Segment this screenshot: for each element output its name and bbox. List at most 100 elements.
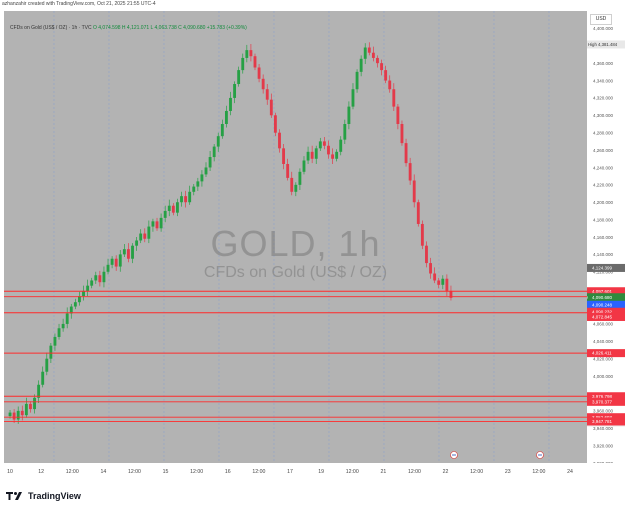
price-tick-label: 4,280.000 — [593, 130, 614, 135]
price-tick-label: 4,060.000 — [593, 322, 614, 327]
candle-body — [94, 275, 98, 281]
price-tick-label: 4,260.000 — [593, 148, 614, 153]
level-label-value: 3,952.693 — [592, 415, 613, 420]
candle-body — [151, 221, 155, 227]
price-label-box — [587, 40, 625, 49]
candle-body — [265, 89, 269, 100]
price-tick-label: 3,900.000 — [593, 461, 614, 463]
candle-body — [90, 280, 94, 286]
candle-body — [98, 275, 102, 283]
price-tick-label: 4,140.000 — [593, 252, 614, 257]
candle-body — [192, 186, 196, 192]
time-tick-label: 15 — [163, 469, 169, 475]
candle-body — [106, 264, 110, 272]
candle-body — [371, 52, 375, 58]
candle-body — [249, 50, 253, 57]
price-chart-svg[interactable] — [4, 11, 587, 463]
price-tick-label: 4,320.000 — [593, 96, 614, 101]
level-label-value: 4,072.845 — [592, 315, 613, 320]
candle-body — [61, 323, 65, 329]
candle-body — [216, 136, 220, 147]
candle-body — [322, 141, 326, 146]
candle-body — [212, 146, 216, 158]
time-tick-label: 12 — [38, 469, 44, 475]
footer-brand: TradingView — [28, 491, 81, 501]
candle-body — [175, 202, 179, 213]
crosshair-label-value: 4,124.399 — [592, 266, 613, 271]
price-label-value: 4,381.484 — [598, 42, 618, 47]
time-tick-label: 12:00 — [470, 469, 483, 475]
candle-body — [122, 249, 126, 255]
candle-body — [327, 145, 330, 155]
candle-body — [388, 80, 392, 90]
candle-body — [273, 115, 277, 133]
candle-body — [306, 151, 310, 161]
level-label-box — [587, 397, 625, 406]
level-label-box — [587, 300, 625, 309]
level-label-box — [587, 413, 625, 422]
candle-body — [269, 99, 273, 116]
candle-body — [343, 124, 347, 140]
candle-body — [65, 313, 69, 324]
candle-body — [49, 345, 53, 359]
chart-plot-area[interactable]: GOLD, 1h CFDs on Gold (US$ / OZ) CFDs on… — [4, 11, 587, 463]
time-tick-label: 22 — [443, 469, 449, 475]
candle-body — [314, 148, 318, 159]
price-tick-label: 4,000.000 — [593, 374, 614, 379]
candle-body — [355, 71, 359, 90]
price-tick-label: 4,160.000 — [593, 235, 614, 240]
level-tag-text: GOLD — [587, 295, 588, 300]
time-tick-label: 23 — [505, 469, 511, 475]
level-label-value: 4,026.411 — [592, 351, 612, 356]
candle-body — [367, 47, 371, 53]
level-label-box — [587, 417, 625, 426]
candle-body — [82, 290, 85, 297]
time-tick-label: 12:00 — [346, 469, 359, 475]
time-tick-label: 24 — [567, 469, 573, 475]
candle-body — [290, 177, 294, 192]
candle-body — [114, 258, 118, 267]
chart-attribution: azhanzahir created with TradingView.com,… — [2, 1, 156, 7]
candle-body — [318, 141, 322, 149]
time-axis-svg[interactable]: 10 12 12:00 14 12:00 15 12:00 16 12:00 17 19 12:00 2… — [4, 463, 587, 485]
price-tick-label: 4,340.000 — [593, 78, 614, 83]
price-tick-label: 4,040.000 — [593, 339, 614, 344]
candle-body — [224, 110, 228, 124]
candle-body — [8, 412, 12, 417]
currency-button[interactable]: USD — [590, 14, 612, 25]
candle-body — [245, 50, 249, 58]
candle-body — [147, 226, 151, 239]
candle-body — [180, 196, 183, 203]
candle-body — [363, 47, 367, 59]
time-tick-label: 16 — [225, 469, 231, 475]
candle-body — [404, 143, 408, 164]
candle-body — [33, 397, 36, 410]
candle-body — [41, 371, 45, 385]
candle-body — [37, 384, 41, 398]
tradingview-logo-icon — [6, 492, 22, 500]
candle-body — [155, 221, 159, 229]
price-axis-svg[interactable]: 3,900.0003,920.0003,940.0003,960.0003,98… — [587, 11, 625, 463]
candle-body — [102, 271, 106, 283]
candle-body — [449, 290, 453, 298]
candle-body — [110, 258, 114, 265]
price-label-tag: High — [588, 42, 597, 47]
candle-body — [392, 89, 396, 107]
price-tick-label: 4,020.000 — [593, 356, 614, 361]
chart-legend: CFDs on Gold (US$ / OZ) · 1h · TVC O 4,0… — [10, 25, 247, 31]
candle-body — [294, 184, 298, 192]
time-tick-label: 12:00 — [408, 469, 421, 475]
candle-body — [29, 403, 32, 410]
candle-body — [139, 233, 143, 241]
candle-body — [233, 84, 237, 98]
price-axis[interactable]: 3,900.0003,920.0003,940.0003,960.0003,98… — [587, 11, 625, 463]
time-tick-label: 12:00 — [190, 469, 203, 475]
symbol-watermark: GOLD, 1h — [210, 223, 381, 264]
time-axis[interactable]: 10 12 12:00 14 12:00 15 12:00 16 12:00 17 19 12:00 2… — [4, 463, 587, 485]
candle-body — [131, 245, 134, 259]
candle-body — [416, 202, 420, 224]
candle-body — [143, 233, 147, 239]
candle-body — [200, 174, 204, 182]
price-tick-label: 4,180.000 — [593, 217, 614, 222]
candle-body — [400, 124, 404, 144]
